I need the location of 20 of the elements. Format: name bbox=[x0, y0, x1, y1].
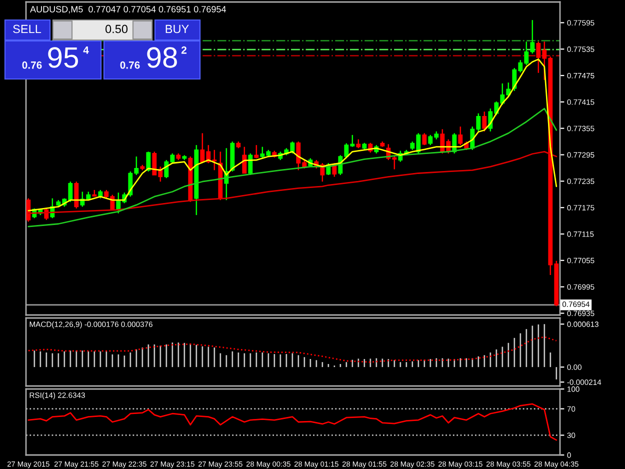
annotation: 0.76 bbox=[120, 61, 140, 69]
chart-title: AUDUSD,M5 0.77047 0.77054 0.76951 0.76954 bbox=[30, 6, 226, 14]
annotation: 98 bbox=[147, 47, 177, 68]
annotation: 0.76 bbox=[22, 61, 42, 69]
annotation: 4 bbox=[83, 46, 89, 54]
annotation: 0.50 bbox=[105, 24, 128, 34]
line-series bbox=[28, 108, 558, 228]
line-series bbox=[28, 403, 558, 441]
candlestick bbox=[146, 151, 151, 172]
candlestick bbox=[422, 132, 427, 146]
line-series bbox=[28, 336, 558, 363]
candlestick bbox=[74, 180, 79, 210]
candlestick bbox=[242, 146, 247, 174]
annotation: BUY bbox=[166, 24, 189, 34]
annotation: SELL bbox=[13, 24, 42, 34]
annotation: 95 bbox=[48, 47, 78, 68]
candlestick bbox=[482, 110, 487, 132]
candlestick bbox=[254, 144, 259, 159]
annotation: 2 bbox=[181, 46, 186, 54]
line-series bbox=[28, 150, 558, 214]
